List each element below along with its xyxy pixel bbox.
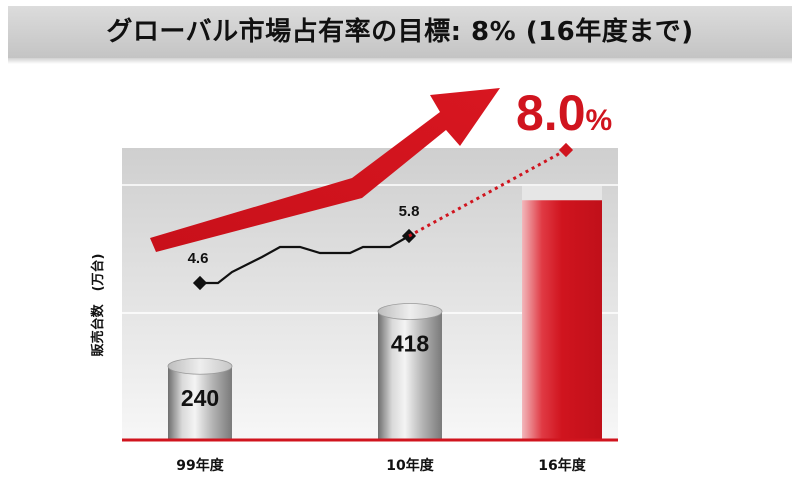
bar-1: 418 (377, 303, 443, 440)
target-share-label: 8.0% (516, 85, 612, 141)
target-bar-fill (522, 200, 602, 440)
bar-top-0 (167, 357, 233, 375)
share-point-label-1: 5.8 (399, 203, 420, 220)
y-axis-label: 販売台数 (万台) (90, 254, 106, 357)
share-projection-line (408, 148, 567, 238)
share-history-line (200, 235, 410, 285)
x-tick-label-2: 16年度 (538, 457, 586, 474)
share-point-0 (192, 275, 208, 291)
title-bar: グローバル市場占有率の目標: 8% (16年度まで) (8, 6, 792, 64)
bar-value-label-1: 418 (391, 331, 430, 357)
page-title: グローバル市場占有率の目標: 8% (16年度まで) (106, 17, 694, 47)
target-share-unit: % (586, 104, 613, 137)
x-axis-ticks: 99年度 10年度 16年度 (176, 457, 586, 474)
bar-body-0 (168, 366, 232, 440)
x-tick-label-0: 99年度 (176, 457, 224, 474)
bar-0: 240 (167, 357, 233, 440)
bars: 240 418 (167, 186, 602, 440)
target-bar (522, 186, 602, 440)
share-line: 4.6 5.8 (188, 142, 574, 291)
x-tick-label-1: 10年度 (386, 457, 434, 474)
target-share-value: 8.0 (516, 85, 586, 141)
share-point-label-0: 4.6 (188, 250, 209, 267)
bar-value-label-0: 240 (181, 385, 219, 411)
bar-top-1 (377, 303, 443, 320)
share-target-point (558, 142, 574, 158)
bar-body-1 (378, 311, 442, 440)
growth-arrow (150, 88, 500, 252)
